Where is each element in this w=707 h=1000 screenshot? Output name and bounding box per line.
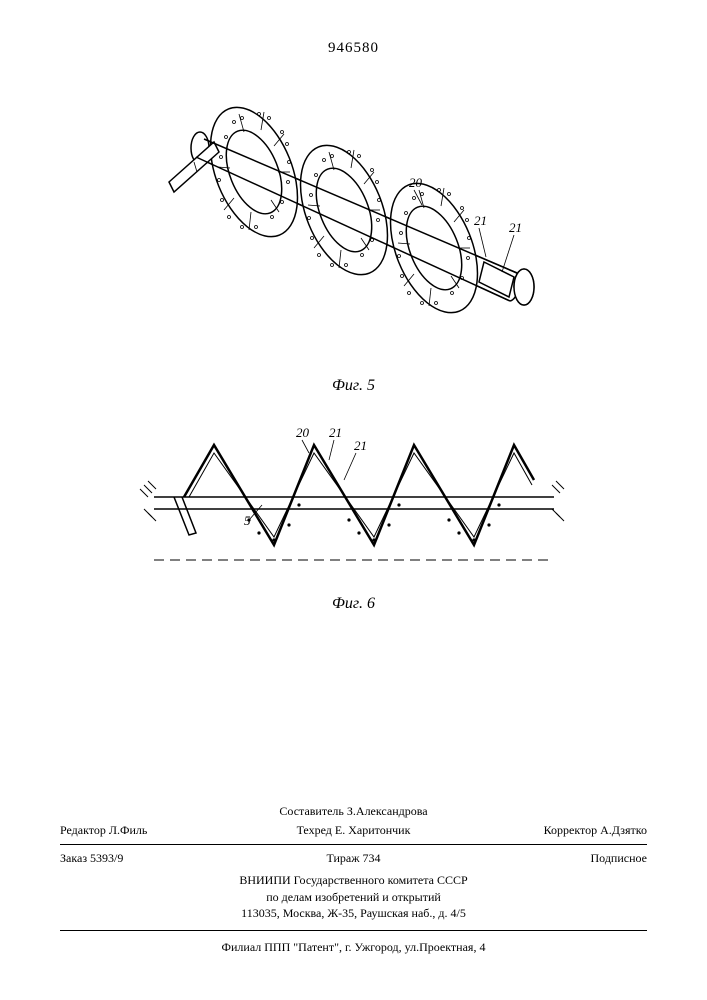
patent-page: 946580 (0, 0, 707, 1000)
divider-line-2 (60, 930, 647, 931)
fig6-label-21a: 21 (329, 425, 342, 440)
figure-6-container: 20 21 21 5 (60, 425, 647, 585)
compiler-credit: Составитель З.Александрова (60, 804, 647, 819)
credits-section: Составитель З.Александрова Редактор Л.Фи… (60, 802, 647, 960)
fig5-label-20: 20 (409, 175, 423, 190)
fig5-label-21a: 21 (474, 213, 487, 228)
circulation: Тираж 734 (236, 851, 471, 866)
address-line: 113035, Москва, Ж-35, Раушская наб., д. … (60, 905, 647, 922)
org-line-2: по делам изобретений и открытий (60, 889, 647, 906)
corrector-credit: Корректор А.Дзятко (471, 823, 647, 838)
order-number: Заказ 5393/9 (60, 851, 236, 866)
document-number: 946580 (60, 40, 647, 57)
branch-line: Филиал ППП "Патент", г. Ужгород, ул.Прое… (60, 935, 647, 960)
fig6-label-5: 5 (244, 513, 251, 528)
figure-5-drawing: 20 21 21 (144, 87, 564, 367)
techred-credit: Техред Е. Харитончик (236, 823, 471, 838)
figure-5-container: 20 21 21 (60, 87, 647, 367)
fig5-label-21b: 21 (509, 220, 522, 235)
subscription: Подписное (471, 851, 647, 866)
editor-credit: Редактор Л.Филь (60, 823, 236, 838)
divider-line (60, 844, 647, 845)
figure-6-caption: Фиг. 6 (60, 595, 647, 613)
org-line-1: ВНИИПИ Государственного комитета СССР (60, 872, 647, 889)
fig6-label-21b: 21 (354, 438, 367, 453)
organization-block: ВНИИПИ Государственного комитета СССР по… (60, 868, 647, 926)
figure-5-caption: Фиг. 5 (60, 377, 647, 395)
figure-6-drawing: 20 21 21 5 (134, 425, 574, 585)
fig6-label-20: 20 (296, 425, 310, 440)
